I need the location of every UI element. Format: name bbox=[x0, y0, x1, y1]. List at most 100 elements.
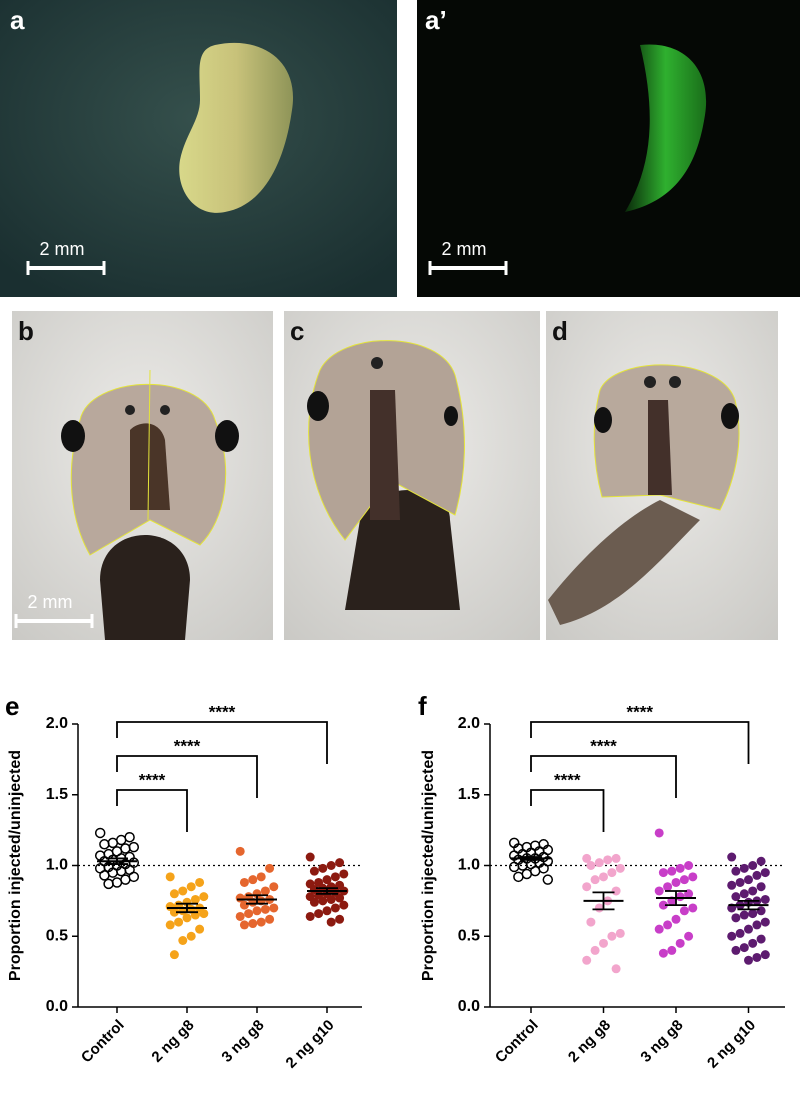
significance-bracket bbox=[116, 789, 188, 832]
data-point bbox=[760, 917, 770, 927]
scale-bar-label: 2 mm bbox=[40, 239, 85, 259]
data-point bbox=[735, 877, 745, 887]
data-point bbox=[248, 875, 258, 885]
data-point bbox=[94, 827, 106, 839]
data-point bbox=[318, 896, 328, 906]
data-point bbox=[178, 935, 188, 945]
data-point bbox=[115, 834, 127, 846]
data-point bbox=[654, 924, 664, 934]
data-point bbox=[590, 945, 600, 955]
x-tick-label: 2 ng g10 bbox=[283, 1017, 338, 1072]
data-point bbox=[731, 866, 741, 876]
data-point bbox=[174, 917, 184, 927]
data-point bbox=[169, 907, 179, 917]
panel-label: e bbox=[5, 691, 19, 721]
data-point bbox=[120, 874, 131, 885]
data-point bbox=[235, 846, 245, 856]
data-point bbox=[739, 943, 749, 953]
data-point bbox=[542, 874, 554, 885]
data-point bbox=[611, 964, 621, 974]
data-point bbox=[335, 893, 345, 903]
data-point bbox=[756, 934, 766, 944]
data-point bbox=[663, 920, 673, 930]
data-point bbox=[99, 839, 110, 850]
significance-bracket bbox=[530, 721, 750, 764]
data-point bbox=[611, 853, 621, 863]
y-tick-label: 1.0 bbox=[458, 857, 480, 874]
data-point bbox=[309, 897, 319, 907]
data-point bbox=[508, 861, 520, 873]
data-point bbox=[599, 872, 608, 882]
data-point bbox=[521, 868, 533, 880]
data-point bbox=[748, 886, 758, 896]
data-point bbox=[752, 870, 762, 880]
data-point bbox=[111, 877, 123, 888]
data-point bbox=[582, 882, 592, 892]
data-point bbox=[186, 931, 196, 941]
data-point bbox=[760, 868, 770, 878]
data-point bbox=[182, 913, 192, 923]
data-point bbox=[309, 866, 319, 876]
x-tick-label: 3 ng g8 bbox=[218, 1017, 267, 1066]
data-point bbox=[269, 882, 279, 892]
data-point bbox=[186, 882, 196, 892]
y-tick-label: 1.5 bbox=[46, 786, 68, 803]
data-point bbox=[335, 914, 345, 924]
data-point bbox=[195, 924, 205, 934]
x-tick-label: 2 ng g8 bbox=[565, 1017, 614, 1066]
y-tick-label: 2.0 bbox=[46, 715, 68, 732]
x-tick-label: Control bbox=[78, 1017, 128, 1067]
data-point bbox=[603, 855, 613, 865]
significance-bracket bbox=[530, 789, 605, 832]
data-point bbox=[326, 917, 336, 927]
data-point bbox=[128, 841, 140, 853]
data-point bbox=[594, 858, 604, 868]
significance-bracket bbox=[530, 755, 677, 798]
data-point bbox=[675, 938, 685, 948]
data-point bbox=[739, 889, 749, 899]
data-point bbox=[752, 952, 762, 962]
data-point bbox=[760, 894, 770, 904]
x-tick-label: Control bbox=[492, 1017, 542, 1067]
data-point bbox=[529, 865, 541, 877]
panel-label: a’ bbox=[425, 5, 447, 35]
data-point bbox=[128, 871, 140, 883]
data-point bbox=[239, 920, 249, 930]
data-point bbox=[654, 828, 664, 838]
data-point bbox=[335, 858, 345, 868]
data-point bbox=[667, 866, 677, 876]
data-point bbox=[190, 894, 200, 904]
data-point bbox=[252, 906, 262, 916]
data-point bbox=[305, 911, 315, 921]
significance-label: **** bbox=[139, 770, 166, 789]
data-point bbox=[265, 863, 275, 873]
data-point bbox=[235, 911, 245, 921]
photo-c bbox=[284, 311, 540, 640]
significance-label: **** bbox=[209, 702, 236, 721]
data-point bbox=[615, 863, 625, 873]
data-point bbox=[760, 950, 770, 960]
data-point bbox=[195, 877, 205, 887]
data-point bbox=[675, 863, 685, 873]
data-point bbox=[727, 852, 737, 862]
data-point bbox=[611, 886, 621, 896]
data-point bbox=[165, 920, 175, 930]
scale-bar-label: 2 mm bbox=[28, 592, 73, 612]
data-point bbox=[586, 861, 596, 870]
data-point bbox=[658, 868, 668, 878]
data-point bbox=[739, 863, 749, 873]
error-bar bbox=[316, 887, 338, 895]
data-point bbox=[671, 877, 681, 887]
data-point bbox=[679, 875, 689, 885]
data-point bbox=[675, 892, 685, 902]
y-tick-label: 0.0 bbox=[458, 998, 480, 1015]
error-bar bbox=[246, 894, 268, 905]
panel-label: f bbox=[418, 691, 427, 721]
error-bar bbox=[665, 890, 687, 907]
data-point bbox=[239, 900, 249, 910]
data-point bbox=[671, 914, 681, 924]
data-point bbox=[615, 928, 625, 938]
data-point bbox=[326, 861, 336, 870]
data-point bbox=[590, 875, 600, 885]
panel-label: d bbox=[552, 316, 568, 346]
